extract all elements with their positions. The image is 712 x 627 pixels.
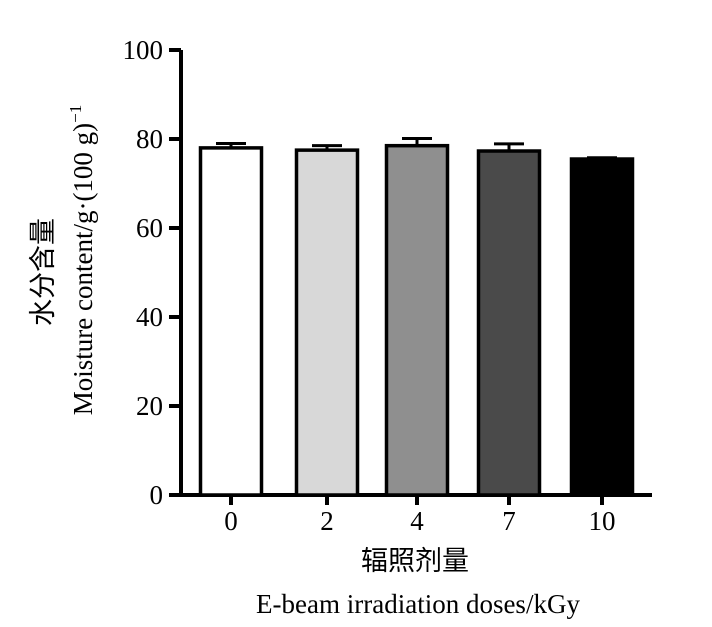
y-axis-title-en-main: Moisture content/g·(100 g)	[68, 123, 98, 415]
error-bars	[216, 137, 617, 160]
x-tick-label: 7	[502, 506, 516, 536]
bar-dose-0	[198, 146, 264, 497]
bar-dose-4	[384, 143, 450, 497]
y-axis-title-en: Moisture content/g·(100 g)−1	[66, 105, 98, 416]
x-axis-title-en: E-beam irradiation doses/kGy	[256, 589, 580, 619]
x-tick-label: 4	[410, 506, 424, 536]
y-axis-title-cn: 水分含量	[28, 218, 59, 326]
x-tick-label: 10	[589, 506, 616, 536]
y-tick-label: 100	[123, 35, 164, 65]
bar-dose-10	[569, 157, 635, 497]
bar-dose-2	[294, 148, 360, 497]
bars	[198, 143, 635, 497]
x-tick-label: 0	[224, 506, 238, 536]
x-ticks: 0 2 4 7 10	[224, 495, 616, 536]
x-axis-title-cn: 辐照剂量	[361, 546, 469, 577]
y-tick-label: 40	[136, 302, 163, 332]
y-tick-label: 0	[150, 480, 164, 510]
y-axis-title-en-sup: −1	[66, 105, 85, 123]
x-tick-label: 2	[320, 506, 334, 536]
bar-dose-7	[476, 149, 542, 497]
y-ticks: 0 20 40 60 80 100	[123, 35, 181, 510]
y-tick-label: 20	[136, 391, 163, 421]
y-tick-label: 80	[136, 124, 163, 154]
y-tick-label: 60	[136, 213, 163, 243]
